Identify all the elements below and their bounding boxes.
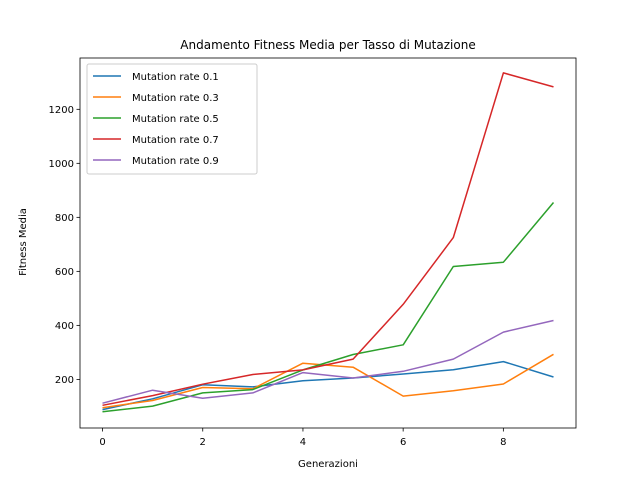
y-tick-label: 800 [55,213,74,224]
legend-label-3: Mutation rate 0.5 [132,114,219,125]
x-tick-label: 4 [300,437,306,448]
plot-frame [79,57,577,429]
y-tick-label: 1000 [49,159,74,170]
series-lines [102,72,555,413]
series-line-4 [102,72,554,407]
legend-box [86,63,258,175]
legend-label-5: Mutation rate 0.9 [132,156,219,167]
series-line-3 [102,202,555,413]
x-axis-ticks: 0 2 4 6 8 [99,428,507,448]
x-tick-label: 0 [99,437,105,448]
x-tick-label: 2 [200,437,206,448]
y-axis-label: Fitness Media [18,208,29,276]
y-tick-label: 600 [55,267,74,278]
y-tick-label: 1200 [49,105,74,116]
legend-label-2: Mutation rate 0.3 [132,93,219,104]
x-tick-label: 6 [400,437,406,448]
series-line-5 [102,319,554,404]
chart-title: Andamento Fitness Media per Tasso di Mut… [180,38,475,52]
x-axis-label: Generazioni [298,459,358,470]
legend-label-1: Mutation rate 0.1 [132,72,219,83]
legend: Mutation rate 0.1 Mutation rate 0.3 Mutati… [86,63,258,175]
x-tick-label: 8 [500,437,506,448]
legend-label-4: Mutation rate 0.7 [132,135,219,146]
y-tick-label: 200 [55,375,74,386]
series-line-1 [102,360,554,411]
plot-area: 0 2 4 6 8 200 400 600 800 1000 1200 [49,57,577,448]
y-axis-ticks: 200 400 600 800 1000 1200 [49,105,80,386]
y-tick-label: 400 [55,321,74,332]
